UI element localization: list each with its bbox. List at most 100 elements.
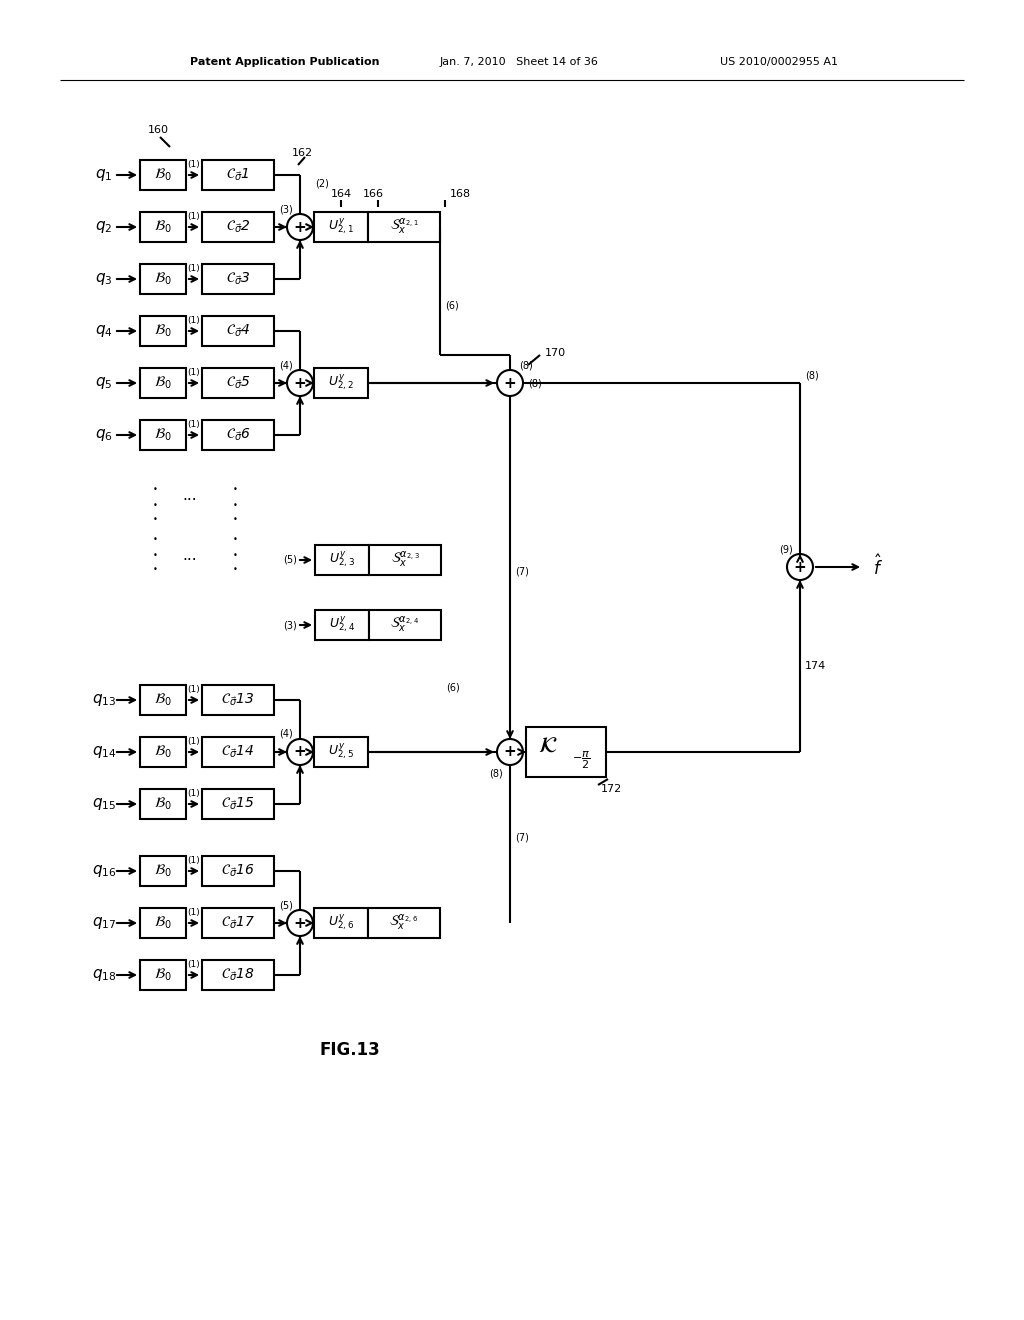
Text: Jan. 7, 2010   Sheet 14 of 36: Jan. 7, 2010 Sheet 14 of 36 [440, 57, 599, 67]
Bar [202, 685, 274, 715]
Text: $q_{17}$: $q_{17}$ [92, 915, 116, 931]
Text: US 2010/0002955 A1: US 2010/0002955 A1 [720, 57, 838, 67]
Text: 166: 166 [362, 189, 384, 199]
Text: $U_{2,6}^{y}$: $U_{2,6}^{y}$ [328, 913, 354, 933]
Bar [368, 213, 440, 242]
Text: $U_{2,3}^{y}$: $U_{2,3}^{y}$ [329, 550, 355, 570]
Text: (3): (3) [280, 205, 293, 214]
Text: $q_{4}$: $q_{4}$ [95, 323, 113, 339]
Bar [202, 908, 274, 939]
Text: (6): (6) [446, 682, 460, 693]
Text: (5): (5) [283, 554, 297, 565]
Text: $\mathcal{S}_{x}^{\alpha_{2,1}}$: $\mathcal{S}_{x}^{\alpha_{2,1}}$ [389, 216, 419, 238]
Bar [369, 545, 441, 576]
Text: Patent Application Publication: Patent Application Publication [190, 57, 380, 67]
Text: •: • [232, 500, 238, 510]
Text: $U_{2,4}^{y}$: $U_{2,4}^{y}$ [329, 615, 355, 635]
Bar [140, 737, 186, 767]
Circle shape [287, 370, 313, 396]
Bar [314, 213, 368, 242]
Circle shape [287, 214, 313, 240]
Text: $q_{5}$: $q_{5}$ [95, 375, 113, 391]
Text: $\mathcal{B}_0$: $\mathcal{B}_0$ [155, 323, 172, 339]
Text: +: + [294, 219, 306, 235]
Text: 164: 164 [331, 189, 351, 199]
Text: (6): (6) [445, 300, 459, 310]
Text: (1): (1) [187, 213, 200, 220]
Text: (8): (8) [528, 378, 542, 388]
Text: 160: 160 [147, 125, 169, 135]
Text: (8): (8) [519, 360, 532, 370]
Text: $-\dfrac{\pi}{2}$: $-\dfrac{\pi}{2}$ [571, 750, 590, 771]
Bar [202, 737, 274, 767]
Text: $\mathcal{K}$: $\mathcal{K}$ [539, 737, 558, 756]
Bar [202, 213, 274, 242]
Text: (9): (9) [779, 544, 793, 554]
Text: $\mathcal{B}_0$: $\mathcal{B}_0$ [155, 219, 172, 235]
Text: $q_{14}$: $q_{14}$ [92, 744, 117, 760]
Bar [140, 960, 186, 990]
Text: (7): (7) [515, 832, 528, 842]
Text: •: • [153, 536, 158, 544]
Text: $\mathcal{S}_{x}^{\alpha_{2,4}}$: $\mathcal{S}_{x}^{\alpha_{2,4}}$ [390, 615, 420, 635]
Text: •: • [153, 550, 158, 560]
Text: $\mathcal{S}_{x}^{\alpha_{2,3}}$: $\mathcal{S}_{x}^{\alpha_{2,3}}$ [390, 550, 420, 570]
Text: ...: ... [182, 487, 198, 503]
Text: (3): (3) [284, 620, 297, 630]
Text: $\mathcal{C}_{\vec{\sigma}}$3: $\mathcal{C}_{\vec{\sigma}}$3 [225, 271, 250, 288]
Text: (1): (1) [187, 737, 200, 746]
Bar [315, 545, 369, 576]
Text: $q_{15}$: $q_{15}$ [92, 796, 116, 812]
Text: $\mathcal{C}_{\vec{\sigma}}$18: $\mathcal{C}_{\vec{\sigma}}$18 [221, 966, 255, 983]
Bar [202, 960, 274, 990]
Text: (1): (1) [187, 160, 200, 169]
Text: (1): (1) [187, 908, 200, 917]
Text: $\mathcal{C}_{\vec{\sigma}}$1: $\mathcal{C}_{\vec{\sigma}}$1 [226, 166, 250, 183]
Text: $\mathcal{B}_0$: $\mathcal{B}_0$ [155, 743, 172, 760]
Text: •: • [153, 500, 158, 510]
Text: +: + [294, 916, 306, 931]
Text: FIG.13: FIG.13 [319, 1041, 380, 1059]
Text: $q_{1}$: $q_{1}$ [95, 168, 113, 183]
Text: $\mathcal{C}_{\vec{\sigma}}$13: $\mathcal{C}_{\vec{\sigma}}$13 [221, 692, 255, 709]
Text: $\mathcal{B}_0$: $\mathcal{B}_0$ [155, 915, 172, 931]
Text: (4): (4) [280, 360, 293, 370]
Text: 162: 162 [292, 148, 313, 158]
Text: (8): (8) [805, 370, 819, 380]
Bar [314, 737, 368, 767]
Text: $\mathcal{B}_0$: $\mathcal{B}_0$ [155, 271, 172, 288]
Text: $q_{6}$: $q_{6}$ [95, 426, 113, 444]
Text: •: • [153, 565, 158, 574]
Text: $\mathcal{B}_0$: $\mathcal{B}_0$ [155, 426, 172, 444]
Text: $q_{18}$: $q_{18}$ [92, 968, 117, 983]
Text: (1): (1) [187, 789, 200, 799]
Text: •: • [232, 516, 238, 524]
Text: $\mathcal{C}_{\vec{\sigma}}$15: $\mathcal{C}_{\vec{\sigma}}$15 [221, 796, 255, 812]
Bar [140, 855, 186, 886]
Bar [140, 685, 186, 715]
Text: $\mathcal{C}_{\vec{\sigma}}$6: $\mathcal{C}_{\vec{\sigma}}$6 [225, 426, 251, 444]
Text: (2): (2) [315, 178, 329, 187]
Text: $\mathcal{B}_0$: $\mathcal{B}_0$ [155, 966, 172, 983]
Text: $q_{3}$: $q_{3}$ [95, 271, 113, 286]
Circle shape [787, 554, 813, 579]
Text: (1): (1) [187, 315, 200, 325]
Text: $\mathcal{C}_{\vec{\sigma}}$5: $\mathcal{C}_{\vec{\sigma}}$5 [225, 375, 250, 391]
Text: •: • [153, 486, 158, 495]
Text: $\mathcal{B}_0$: $\mathcal{B}_0$ [155, 166, 172, 183]
Text: +: + [294, 375, 306, 391]
Text: (1): (1) [187, 960, 200, 969]
Text: (1): (1) [187, 368, 200, 378]
Text: (7): (7) [515, 568, 528, 577]
Text: (5): (5) [280, 900, 293, 909]
Circle shape [287, 739, 313, 766]
Bar [314, 908, 368, 939]
Text: •: • [232, 550, 238, 560]
Text: (1): (1) [187, 264, 200, 273]
Text: $q_{16}$: $q_{16}$ [92, 863, 117, 879]
Bar [202, 420, 274, 450]
Text: $\mathcal{C}_{\vec{\sigma}}$17: $\mathcal{C}_{\vec{\sigma}}$17 [221, 915, 255, 931]
Bar [369, 610, 441, 640]
Bar [202, 160, 274, 190]
Text: ...: ... [182, 548, 198, 562]
